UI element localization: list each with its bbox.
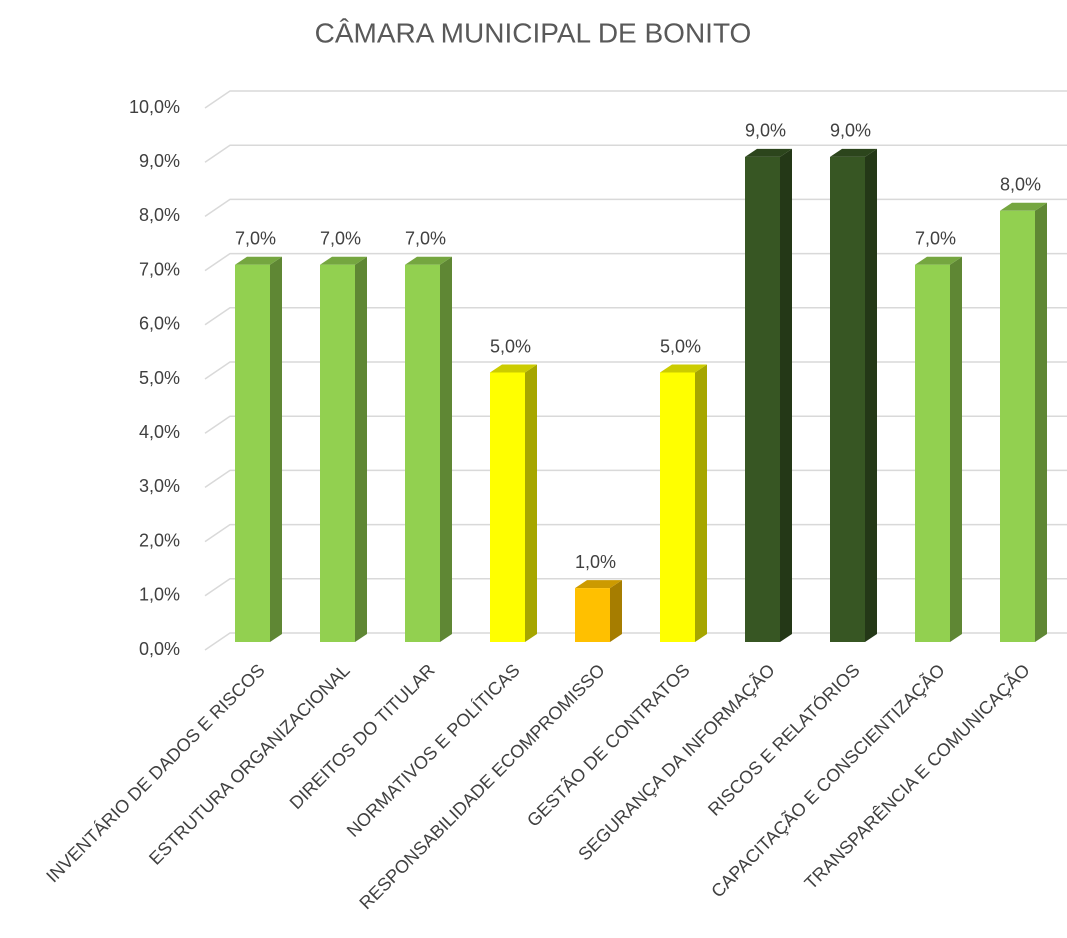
bar-front	[490, 372, 525, 642]
chart-title: CÂMARA MUNICIPAL DE BONITO	[315, 17, 752, 48]
bar-side	[1035, 202, 1047, 643]
bar-top	[830, 148, 877, 157]
bar	[1000, 202, 1047, 643]
x-tick-label: DIREITOS DO TITULAR	[286, 660, 439, 813]
bar-top	[320, 256, 367, 265]
value-label: 5,0%	[660, 336, 701, 356]
bar	[320, 256, 367, 642]
bar-side	[525, 364, 537, 642]
bar-side	[780, 148, 792, 642]
bar-top	[1000, 202, 1047, 211]
bar-top	[660, 364, 707, 373]
value-label: 7,0%	[405, 228, 446, 248]
bar	[660, 364, 707, 642]
value-label: 7,0%	[320, 228, 361, 248]
bar-top	[405, 256, 452, 265]
bar	[575, 580, 622, 642]
bar-front	[575, 588, 610, 642]
value-label: 7,0%	[235, 228, 276, 248]
bar-front	[830, 156, 865, 642]
y-tick-label: 6,0%	[139, 314, 180, 334]
value-label: 1,0%	[575, 552, 616, 572]
value-label: 8,0%	[1000, 175, 1041, 195]
bar	[405, 256, 452, 642]
bar-front	[320, 264, 355, 642]
x-tick-label: NORMATIVOS E POLÍTICAS	[343, 660, 524, 841]
y-tick-label: 2,0%	[139, 530, 180, 550]
bar	[235, 256, 282, 642]
y-tick-label: 0,0%	[139, 639, 180, 659]
y-tick-label: 3,0%	[139, 476, 180, 496]
bar-top	[235, 256, 282, 265]
bar	[490, 364, 537, 642]
value-label: 9,0%	[830, 121, 871, 141]
grid-line	[204, 198, 1067, 218]
bar-top	[490, 364, 537, 373]
bar-top	[915, 256, 962, 265]
bar-front	[915, 264, 950, 642]
x-tick-label: GESTÃO DE CONTRATOS	[522, 659, 693, 830]
y-tick-label: 8,0%	[139, 205, 180, 225]
y-tick-label: 10,0%	[129, 97, 180, 117]
y-tick-label: 4,0%	[139, 422, 180, 442]
bar-front	[405, 264, 440, 642]
bar	[745, 148, 792, 642]
bar-side	[440, 256, 452, 642]
bar-top	[575, 580, 622, 589]
x-tick-label: RISCOS E RELATÓRIOS	[703, 659, 863, 819]
bar	[830, 148, 877, 642]
y-tick-label: 9,0%	[139, 151, 180, 171]
value-label: 5,0%	[490, 336, 531, 356]
bar-front	[660, 372, 695, 642]
bar-side	[610, 580, 622, 642]
value-label: 7,0%	[915, 228, 956, 248]
bar-side	[865, 148, 877, 642]
bar	[915, 256, 962, 642]
bar-side	[270, 256, 282, 642]
bar-side	[355, 256, 367, 642]
y-tick-label: 5,0%	[139, 368, 180, 388]
y-tick-label: 7,0%	[139, 259, 180, 279]
bar-front	[1000, 210, 1035, 643]
bar-side	[695, 364, 707, 642]
bar-top	[745, 148, 792, 157]
grid-line	[204, 144, 1067, 163]
grid-line	[204, 90, 1067, 109]
bar-front	[235, 264, 270, 642]
bar-side	[950, 256, 962, 642]
bar-front	[745, 156, 780, 642]
value-label: 9,0%	[745, 121, 786, 141]
y-tick-label: 1,0%	[139, 585, 180, 605]
